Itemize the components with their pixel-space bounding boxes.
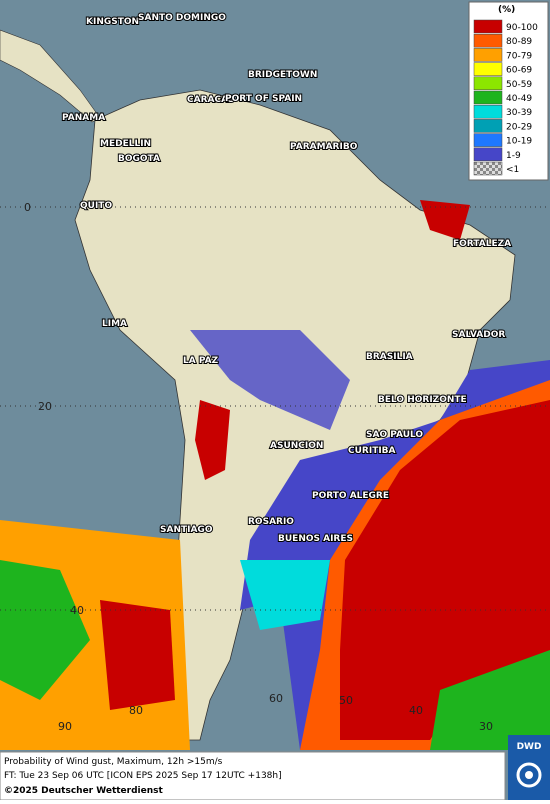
city-label: QUITO: [80, 201, 112, 211]
legend-unit: (%): [498, 5, 515, 15]
legend-label: 10-19: [506, 137, 532, 147]
city-label: BELO HORIZONTE: [378, 395, 467, 405]
graticule: [0, 206, 550, 611]
city-label: PARAMARIBO: [290, 142, 358, 152]
city-labels: KINGSTON SANTO DOMINGO BRIDGETOWN CARACA…: [61, 12, 512, 545]
city-label: CURITIBA: [348, 446, 396, 456]
legend-label: 40-49: [506, 94, 532, 104]
city-label: KINGSTON: [86, 17, 139, 27]
wind-area: [240, 560, 330, 630]
grid-label: 90: [58, 720, 72, 733]
legend-label: <1: [506, 165, 519, 175]
legend-swatch: [473, 133, 503, 147]
legend-swatch: [473, 147, 503, 162]
grid-label: 30: [479, 720, 493, 733]
grid-label: 20: [38, 400, 52, 413]
legend-label: 50-59: [506, 80, 532, 90]
central-america: [0, 29, 101, 123]
city-label: CARACAS: [187, 95, 235, 105]
legend-label: 80-89: [506, 37, 532, 47]
city-label: FORTALEZA: [453, 239, 511, 249]
legend-swatch: [473, 76, 503, 91]
legend: (%) 90-100 80-89 70-79 60-69 50-59 40-49 30-39…: [468, 1, 549, 181]
city-label: SANTIAGO: [160, 525, 213, 535]
city-label: PANAMA: [62, 113, 105, 123]
city-label: BRASILIA: [366, 352, 413, 362]
footer-title: Probability of Wind gust, Maximum, 12h >…: [4, 757, 223, 767]
logo-swirl: [516, 762, 542, 788]
legend-swatch: [473, 161, 503, 176]
footer-copyright: ©2025 Deutscher Wetterdienst: [4, 786, 163, 796]
city-label: PORTO ALEGRE: [312, 491, 389, 501]
grid-label: 60: [269, 692, 283, 705]
legend-label: 70-79: [506, 51, 532, 61]
footer-forecast: FT: Tue 23 Sep 06 UTC [ICON EPS 2025 Sep…: [4, 771, 282, 781]
city-label: MEDELLIN: [100, 139, 151, 149]
wind-area: [340, 400, 550, 740]
city-label: BRIDGETOWN: [248, 70, 317, 80]
wind-area: [0, 560, 90, 700]
legend-swatch: [473, 19, 503, 34]
grid-label: 40: [409, 704, 423, 717]
legend-swatch: [473, 119, 503, 133]
legend-label: 30-39: [506, 108, 532, 118]
wind-area: [195, 400, 230, 480]
city-label: ROSARIO: [248, 517, 294, 527]
legend-swatch: [473, 104, 503, 119]
city-label: PORT OF SPAIN: [225, 94, 302, 104]
wind-area: [100, 600, 175, 710]
city-label: SAO PAULO: [366, 430, 423, 440]
city-label: BUENOS AIRES: [278, 534, 353, 544]
wind-area: [190, 330, 350, 430]
legend-label: 60-69: [506, 66, 532, 76]
grid-label: 0: [24, 201, 31, 214]
city-label: LIMA: [102, 319, 127, 329]
wind-area: [430, 650, 550, 750]
grid-labels: 0 20 40 90 80 60 50 40 30: [24, 201, 493, 733]
legend-label: 90-100: [506, 23, 538, 33]
grid-label: 80: [129, 704, 143, 717]
city-label: LA PAZ: [183, 356, 219, 366]
legend-label: 1-9: [506, 151, 521, 161]
legend-swatch: [473, 48, 503, 62]
grid-label: 40: [70, 604, 84, 617]
legend-swatch: [473, 33, 503, 48]
city-label: BOGOTA: [118, 154, 160, 164]
city-label: SALVADOR: [452, 330, 505, 340]
wind-area: [420, 200, 470, 240]
logo-text: DWD: [517, 742, 542, 752]
legend-label: 20-29: [506, 122, 532, 132]
legend-swatch: [473, 90, 503, 105]
logo-swirl: [525, 771, 533, 779]
city-label: ASUNCION: [270, 441, 323, 451]
grid-label: 50: [339, 694, 353, 707]
legend-swatch: [473, 62, 503, 76]
city-label: SANTO DOMINGO: [138, 13, 226, 23]
logo: [508, 735, 550, 800]
